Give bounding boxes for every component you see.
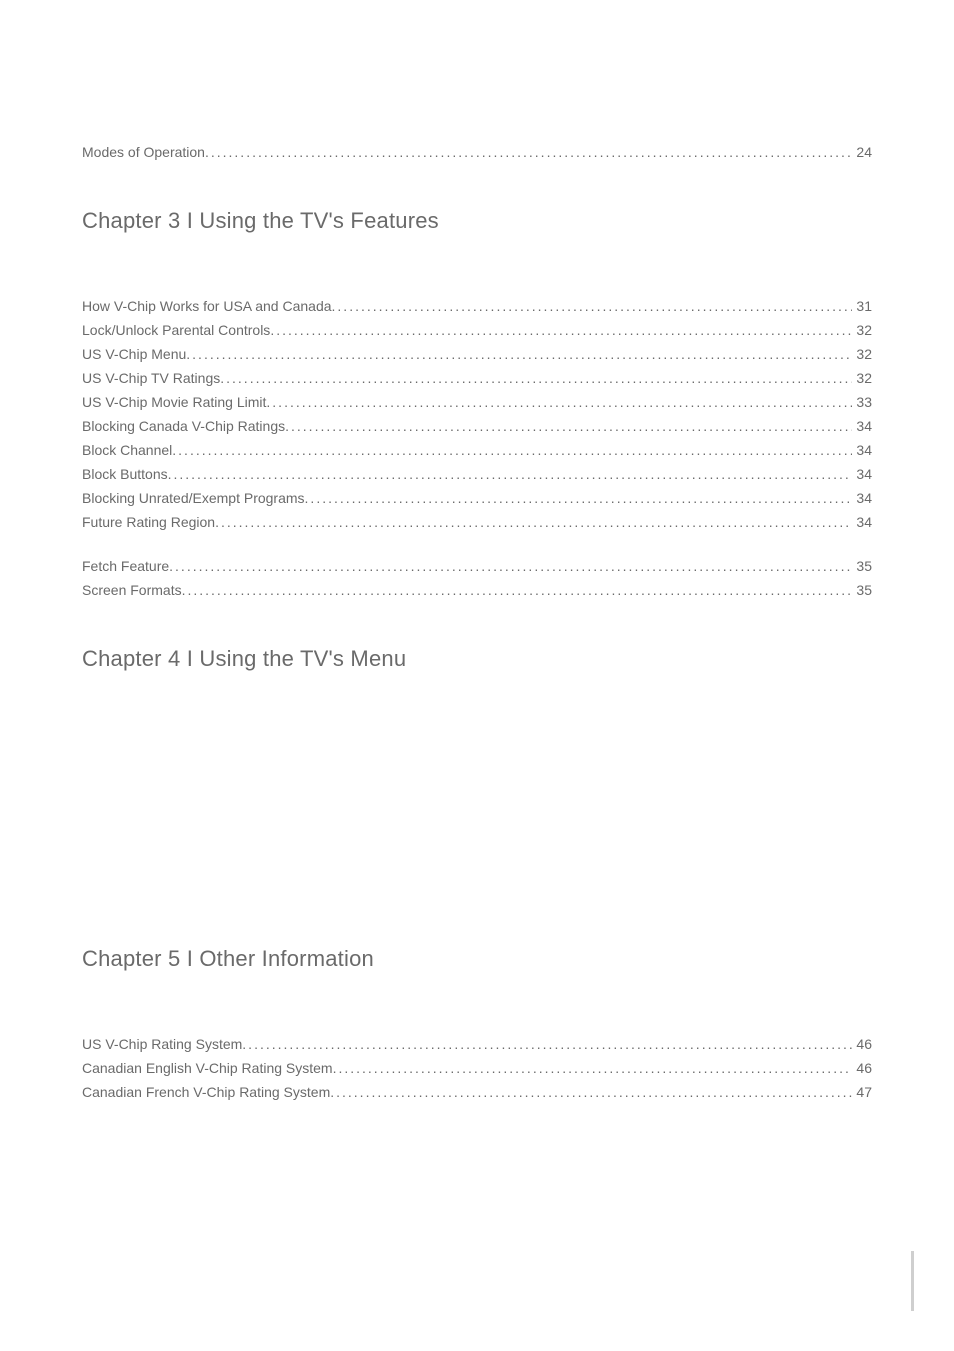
toc-entry-label: US V-Chip Rating System bbox=[82, 1032, 242, 1056]
chapter-heading: Chapter 5 I Other Information bbox=[82, 946, 872, 972]
toc-leader-dots: ........................................… bbox=[332, 294, 853, 318]
toc-leader-dots: ........................................… bbox=[169, 554, 852, 578]
toc-entry-page: 47 bbox=[852, 1080, 872, 1104]
toc-entry-page: 34 bbox=[852, 462, 872, 486]
toc-entry: Block Channel ..........................… bbox=[82, 438, 872, 462]
toc-group: How V-Chip Works for USA and Canada ....… bbox=[82, 294, 872, 534]
toc-entry-label: Blocking Unrated/Exempt Programs bbox=[82, 486, 305, 510]
toc-entry-label: Fetch Feature bbox=[82, 554, 169, 578]
toc-entry: Blocking Unrated/Exempt Programs .......… bbox=[82, 486, 872, 510]
toc-entry-page: 32 bbox=[852, 318, 872, 342]
toc-entry-label: Block Channel bbox=[82, 438, 172, 462]
toc-entry-page: 24 bbox=[852, 140, 872, 164]
toc-entry-page: 35 bbox=[852, 578, 872, 602]
toc-group: Fetch Feature ..........................… bbox=[82, 554, 872, 602]
toc-entry: Lock/Unlock Parental Controls ..........… bbox=[82, 318, 872, 342]
toc-entry-label: Canadian French V-Chip Rating System bbox=[82, 1080, 330, 1104]
toc-entry: US V-Chip Movie Rating Limit ...........… bbox=[82, 390, 872, 414]
toc-entry-label: Lock/Unlock Parental Controls bbox=[82, 318, 270, 342]
toc-entry-page: 34 bbox=[852, 414, 872, 438]
toc-group: Modes of Operation .....................… bbox=[82, 140, 872, 164]
toc-entry: Modes of Operation .....................… bbox=[82, 140, 872, 164]
toc-entry: Canadian French V-Chip Rating System ...… bbox=[82, 1080, 872, 1104]
toc-entry-label: Future Rating Region bbox=[82, 510, 215, 534]
page-edge-marker bbox=[911, 1251, 914, 1311]
toc-entry-label: US V-Chip TV Ratings bbox=[82, 366, 220, 390]
toc-group: US V-Chip Rating System ................… bbox=[82, 1032, 872, 1104]
toc-entry: Fetch Feature ..........................… bbox=[82, 554, 872, 578]
toc-leader-dots: ........................................… bbox=[168, 462, 853, 486]
toc-entry: US V-Chip Menu .........................… bbox=[82, 342, 872, 366]
toc-entry: US V-Chip Rating System ................… bbox=[82, 1032, 872, 1056]
chapter-heading: Chapter 3 I Using the TV's Features bbox=[82, 208, 872, 234]
toc-leader-dots: ........................................… bbox=[330, 1080, 852, 1104]
toc-entry: Future Rating Region ...................… bbox=[82, 510, 872, 534]
toc-entry-page: 31 bbox=[852, 294, 872, 318]
toc-entry-page: 46 bbox=[852, 1056, 872, 1080]
toc-entry-page: 33 bbox=[852, 390, 872, 414]
toc-entry-page: 35 bbox=[852, 554, 872, 578]
toc-leader-dots: ........................................… bbox=[305, 486, 853, 510]
toc-entry: Canadian English V-Chip Rating System ..… bbox=[82, 1056, 872, 1080]
toc-entry-label: Blocking Canada V-Chip Ratings bbox=[82, 414, 285, 438]
toc-entry: How V-Chip Works for USA and Canada ....… bbox=[82, 294, 872, 318]
toc-entry-page: 46 bbox=[852, 1032, 872, 1056]
toc-entry-label: How V-Chip Works for USA and Canada bbox=[82, 294, 332, 318]
toc-leader-dots: ........................................… bbox=[205, 140, 852, 164]
toc-leader-dots: ........................................… bbox=[285, 414, 852, 438]
toc-entry-label: Modes of Operation bbox=[82, 140, 205, 164]
toc-leader-dots: ........................................… bbox=[266, 390, 852, 414]
vertical-spacer bbox=[82, 732, 872, 902]
toc-leader-dots: ........................................… bbox=[242, 1032, 852, 1056]
toc-entry-page: 34 bbox=[852, 438, 872, 462]
toc-leader-dots: ........................................… bbox=[333, 1056, 853, 1080]
toc-entry-label: Screen Formats bbox=[82, 578, 182, 602]
toc-entry-label: US V-Chip Menu bbox=[82, 342, 186, 366]
toc-leader-dots: ........................................… bbox=[172, 438, 852, 462]
toc-entry: US V-Chip TV Ratings ...................… bbox=[82, 366, 872, 390]
toc-page: Modes of Operation .....................… bbox=[82, 140, 872, 1104]
toc-entry-label: Canadian English V-Chip Rating System bbox=[82, 1056, 333, 1080]
toc-leader-dots: ........................................… bbox=[270, 318, 852, 342]
toc-entry: Blocking Canada V-Chip Ratings .........… bbox=[82, 414, 872, 438]
toc-leader-dots: ........................................… bbox=[182, 578, 853, 602]
toc-entry-label: US V-Chip Movie Rating Limit bbox=[82, 390, 266, 414]
toc-entry-label: Block Buttons bbox=[82, 462, 168, 486]
toc-entry-page: 32 bbox=[852, 366, 872, 390]
toc-entry: Block Buttons ..........................… bbox=[82, 462, 872, 486]
toc-leader-dots: ........................................… bbox=[215, 510, 852, 534]
toc-leader-dots: ........................................… bbox=[220, 366, 852, 390]
toc-entry-page: 32 bbox=[852, 342, 872, 366]
toc-leader-dots: ........................................… bbox=[186, 342, 852, 366]
toc-entry-page: 34 bbox=[852, 486, 872, 510]
toc-entry-page: 34 bbox=[852, 510, 872, 534]
chapter-heading: Chapter 4 I Using the TV's Menu bbox=[82, 646, 872, 672]
toc-entry: Screen Formats .........................… bbox=[82, 578, 872, 602]
